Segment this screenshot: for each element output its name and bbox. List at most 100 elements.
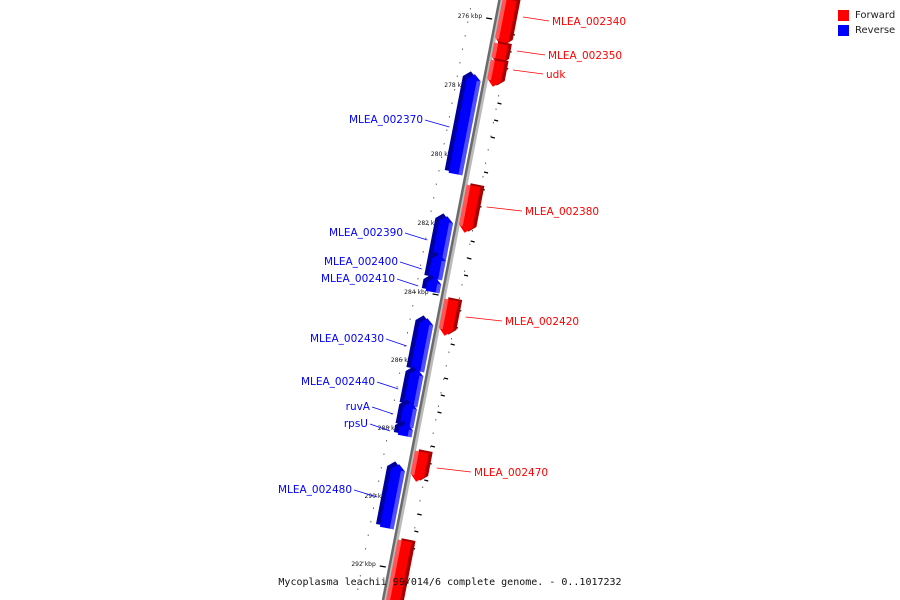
track-dot (487, 149, 489, 151)
gene-MLEA_002410: MLEA_002410 (321, 273, 442, 294)
gene-highlight (389, 470, 405, 530)
track-dot (464, 35, 466, 37)
track-dot (443, 378, 445, 380)
track-dot (482, 176, 484, 178)
track-dot (430, 210, 432, 212)
track-dot (451, 102, 453, 104)
gene-MLEA_002480: MLEA_002480 (278, 461, 405, 530)
minor-tick (483, 171, 489, 174)
tick-marks: 276 kbp 278 kbp 280 kbp 282 kbp 284 kbp 286 k… (351, 13, 515, 584)
gene-partial (386, 538, 416, 600)
track-dot (438, 170, 440, 172)
track-dot (399, 372, 401, 374)
legend-item-reverse: Reverse (838, 23, 895, 38)
inner-dot-track (357, 8, 515, 596)
gene-MLEA_002430: MLEA_002430 (310, 315, 434, 373)
gene-highlight (409, 408, 417, 429)
minor-tick (417, 513, 422, 516)
track-dot (383, 453, 385, 455)
genome-caption: Mycoplasma leachii 99/014/6 complete gen… (278, 577, 622, 588)
tick-label: 284 kbp (404, 289, 429, 296)
gene-highlight (386, 539, 402, 600)
track-dot (490, 135, 492, 137)
tick-label: 288 kbp (378, 425, 403, 432)
track-dot (357, 588, 359, 590)
track-dot (417, 278, 419, 280)
minor-tick (440, 394, 445, 397)
track-dot (380, 467, 382, 469)
tick-mark (486, 17, 493, 20)
track-dot (462, 48, 464, 50)
gene-MLEA_002470: MLEA_002470 (410, 449, 548, 482)
label-leader (371, 406, 394, 415)
minor-tick (490, 136, 496, 139)
label-leader (424, 119, 450, 128)
track-dot (404, 345, 406, 347)
track-dot (372, 507, 374, 509)
track-dot (365, 548, 367, 550)
gene-highlight (438, 298, 449, 330)
track-dot (456, 75, 458, 77)
gene-rpsU: rpsU (344, 418, 413, 438)
gene-label: rpsU (344, 418, 368, 430)
gene-ruvA: ruvA (346, 399, 417, 429)
legend-label-forward: Forward (855, 10, 896, 21)
track-dot (466, 257, 468, 259)
gene-highlight (495, 0, 507, 40)
tick-mark (379, 565, 386, 568)
track-dot (420, 264, 422, 266)
label-leader (404, 232, 428, 241)
label-leader (522, 16, 550, 22)
track-dot (461, 284, 463, 286)
label-leader (396, 278, 419, 287)
track-dot (467, 21, 469, 23)
track-dot (495, 108, 497, 110)
track-dot (432, 432, 434, 434)
minor-tick (463, 274, 469, 277)
track-dot (422, 251, 424, 253)
track-dot (446, 129, 448, 131)
track-dot (448, 351, 450, 353)
axis-shadow (383, 0, 504, 600)
track-dot (425, 237, 427, 239)
track-dot (445, 365, 447, 367)
track-dot (396, 386, 398, 388)
label-leader (436, 467, 472, 473)
legend-item-forward: Forward (838, 8, 895, 23)
track-dot (393, 399, 395, 401)
track-dot (409, 318, 411, 320)
label-leader (399, 261, 422, 270)
gene-highlight (441, 222, 453, 262)
gene-MLEA_002370: MLEA_002370 (349, 71, 481, 176)
track-dot (443, 143, 445, 145)
gene-label: MLEA_002410 (321, 273, 395, 285)
gene-highlight (420, 324, 434, 373)
track-dot (435, 183, 437, 185)
track-dot (469, 243, 471, 245)
gene-arrow (379, 464, 405, 530)
track-dot (430, 446, 432, 448)
track-dot (407, 332, 409, 334)
minor-tick (470, 240, 475, 243)
track-dot (435, 419, 437, 421)
track-dot (458, 297, 460, 299)
track-dot (359, 575, 361, 577)
gene-MLEA_002350: MLEA_002350 (491, 41, 622, 65)
track-dot (441, 156, 443, 158)
track-dot (440, 392, 442, 394)
track-dot (469, 8, 471, 10)
track-dot (437, 405, 439, 407)
track-dot (370, 521, 372, 523)
label-leader (513, 69, 544, 75)
label-leader (369, 423, 391, 432)
minor-tick (450, 343, 455, 346)
track-dot (416, 513, 418, 515)
track-dot (375, 494, 377, 496)
track-dot (464, 270, 466, 272)
reverse-swatch (838, 25, 849, 36)
label-leader (465, 316, 503, 322)
gene-MLEA_002440: MLEA_002440 (301, 366, 424, 408)
gene-highlight (407, 429, 413, 438)
